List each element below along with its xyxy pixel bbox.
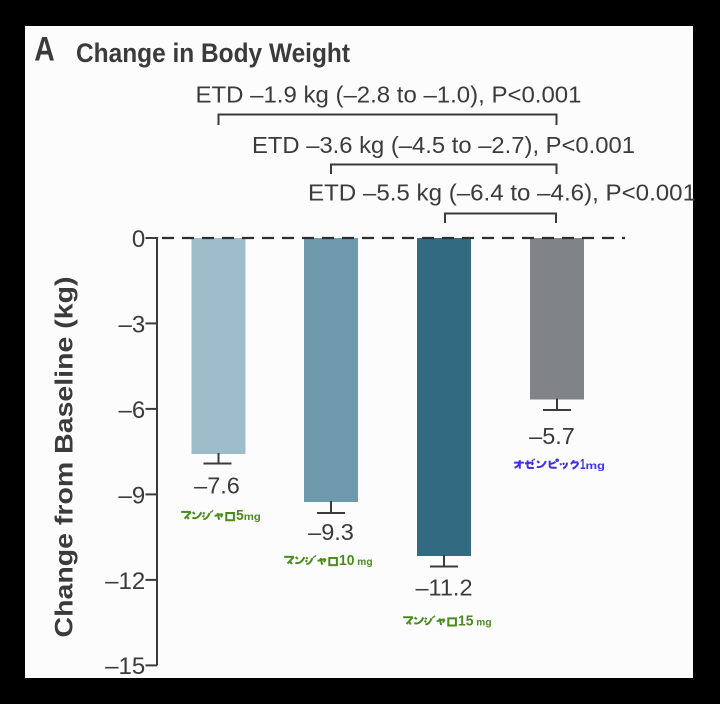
svg-text:mg: mg [355,556,373,568]
svg-text:10: 10 [339,553,355,569]
svg-text:15: 15 [458,614,474,630]
svg-text:–15: –15 [105,653,145,680]
svg-text:–11.2: –11.2 [415,575,472,601]
svg-text:ETD –1.9 kg (–2.8 to –1.0), P<: ETD –1.9 kg (–2.8 to –1.0), P<0.001 [196,82,582,108]
svg-text:mg: mg [244,511,261,523]
svg-text:mg: mg [586,460,606,472]
svg-text:1: 1 [580,457,586,473]
svg-text:0: 0 [132,226,145,253]
svg-text:–12: –12 [105,568,145,595]
svg-text:5: 5 [236,508,244,524]
svg-text:ETD –5.5 kg (–6.4 to –4.6), P<: ETD –5.5 kg (–6.4 to –4.6), P<0.001 [308,180,696,206]
svg-text:–6: –6 [118,397,145,424]
svg-text:–7.6: –7.6 [194,473,240,499]
svg-text:Change from Baseline (kg): Change from Baseline (kg) [51,277,79,638]
svg-text:ETD –3.6 kg (–4.5 to –2.7), P<: ETD –3.6 kg (–4.5 to –2.7), P<0.001 [252,132,635,158]
svg-text:mg: mg [474,617,492,629]
svg-text:Change in Body Weight: Change in Body Weight [76,38,350,68]
svg-text:–5.7: –5.7 [529,423,575,449]
svg-text:–9.3: –9.3 [308,519,354,545]
svg-text:–9: –9 [118,482,145,509]
svg-text:–3: –3 [118,311,145,338]
svg-text:A: A [34,31,55,69]
